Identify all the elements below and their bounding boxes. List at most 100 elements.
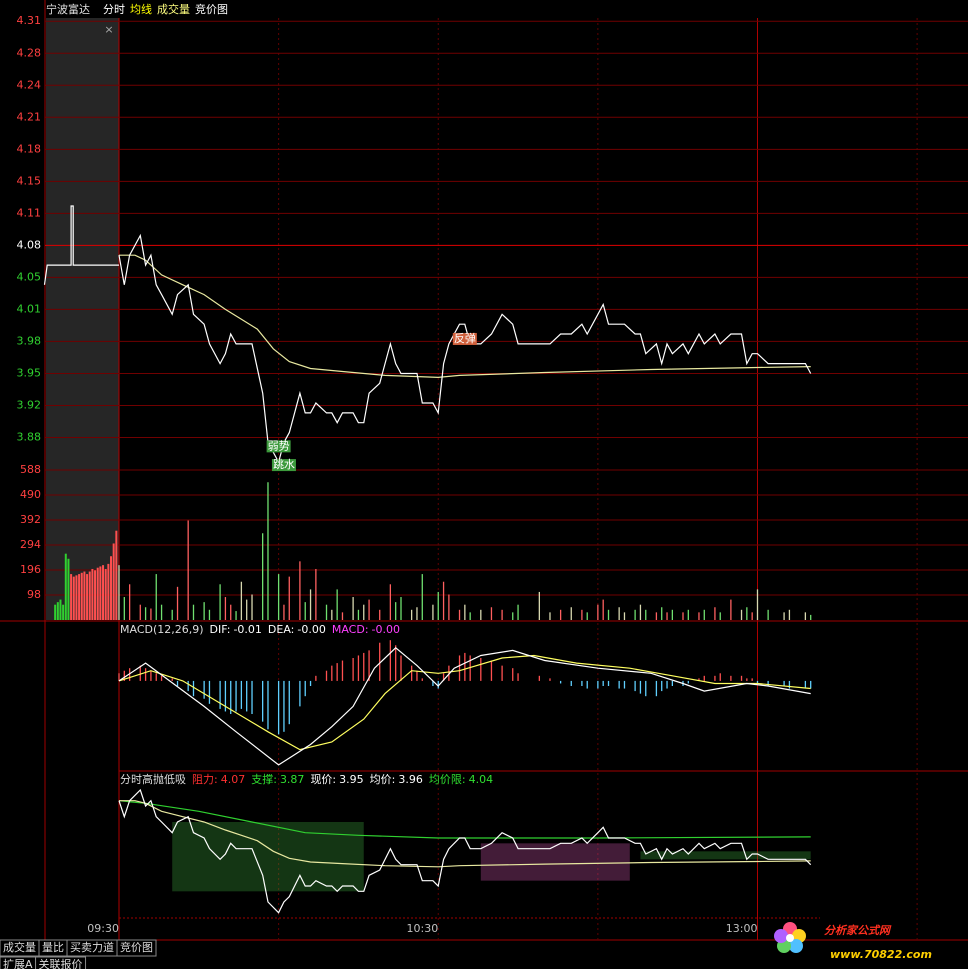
- watermark-url: www.70822.com: [830, 948, 932, 961]
- readout-value: 4.07: [221, 773, 246, 786]
- readout-label: DEA:: [268, 623, 294, 636]
- tab-box: [116, 939, 157, 957]
- tab-label: 竞价图: [120, 940, 153, 954]
- close-icon[interactable]: ×: [104, 23, 113, 36]
- tab-label: 关联报价: [39, 957, 83, 969]
- header-tab[interactable]: 成交量: [157, 2, 190, 16]
- auction-volume-bar: [56, 602, 59, 620]
- tab[interactable]: 关联报价: [35, 956, 87, 969]
- readout-value: -0.00: [297, 623, 325, 636]
- price-line: [118, 233, 812, 464]
- signal-title: 分时高抛低吸: [120, 772, 186, 786]
- signal-price-line: [118, 788, 812, 914]
- y-tick-label: 4.21: [17, 110, 42, 123]
- auction-area: [46, 18, 119, 620]
- tab-label: 量比: [42, 941, 64, 954]
- readout-label: DIF:: [210, 623, 231, 636]
- logo-center: [786, 934, 794, 942]
- header-tab[interactable]: 竞价图: [195, 2, 228, 16]
- auction-volume-bar: [80, 572, 83, 620]
- signal-zone: [172, 822, 364, 892]
- dea-line: [118, 654, 811, 751]
- y-tick-label: 3.98: [17, 334, 42, 347]
- x-tick-label: 09:30: [87, 922, 119, 935]
- x-tick-label: 13:00: [726, 922, 758, 935]
- annotation: 弱势: [268, 439, 290, 452]
- x-tick-label: 10:30: [407, 922, 439, 935]
- readout-label: 阻力:: [192, 773, 218, 786]
- tab[interactable]: 买卖力道: [66, 939, 118, 957]
- auction-volume-bar: [91, 568, 94, 620]
- limit-line: [118, 800, 811, 839]
- readout-label: 现价:: [310, 773, 336, 786]
- auction-volume-bar: [70, 574, 73, 620]
- dif-line: [118, 646, 811, 766]
- y-tick-label: 4.15: [17, 174, 42, 187]
- y-tick-label: 98: [27, 588, 41, 601]
- logo-petal: [774, 929, 788, 943]
- readout-label: MACD:: [332, 623, 369, 636]
- readout-value: -0.01: [233, 623, 261, 636]
- y-tick-label: 294: [20, 538, 41, 551]
- readout-label: 均价:: [370, 773, 396, 786]
- y-tick-label: 196: [20, 563, 41, 576]
- tab-label: 扩展A: [3, 957, 33, 969]
- tab[interactable]: 成交量: [0, 939, 40, 957]
- auction-volume-bar: [54, 604, 57, 620]
- tab-label: 买卖力道: [70, 940, 114, 954]
- tab-box: [35, 956, 87, 969]
- y-tick-label: 4.08: [17, 238, 42, 251]
- readout-label: 均价限:: [429, 773, 466, 786]
- y-tick-label: 4.11: [17, 206, 42, 219]
- auction-volume-bar: [94, 570, 97, 620]
- logo-petal: [789, 939, 803, 953]
- auction-volume-bar: [102, 565, 105, 620]
- auction-volume-bar: [115, 530, 118, 620]
- macd-title: MACD(12,26,9): [120, 623, 204, 636]
- y-tick-label: 4.05: [17, 270, 42, 283]
- auction-volume-bar: [72, 576, 75, 620]
- tab[interactable]: 竞价图: [116, 939, 157, 957]
- signal-zone: [640, 851, 811, 860]
- auction-line: [43, 205, 119, 285]
- auction-volume-bar: [59, 599, 62, 620]
- auction-volume-bar: [67, 558, 70, 620]
- readout-value: 4.04: [469, 773, 494, 786]
- tab[interactable]: 扩展A: [0, 956, 37, 969]
- header-tab[interactable]: 均线: [130, 2, 152, 16]
- auction-volume-bar: [62, 604, 65, 620]
- auction-volume-bar: [107, 563, 110, 620]
- signal-header: 分时高抛低吸 阻力: 4.07 支撑: 3.87 现价: 3.95 均价: 3.96 均价限: 4.…: [120, 772, 493, 786]
- y-tick-label: 4.01: [17, 302, 42, 315]
- auction-volume-bar: [104, 568, 107, 620]
- readout-value: 3.95: [339, 773, 364, 786]
- auction-volume-bar: [99, 566, 102, 620]
- annotation-box: [266, 440, 291, 453]
- readout-label: 支撑:: [251, 772, 277, 786]
- y-tick-label: 490: [20, 488, 41, 501]
- annotation: 反弹: [454, 331, 476, 345]
- auction-volume-bar: [64, 553, 67, 620]
- readout-value: -0.00: [372, 623, 400, 636]
- y-tick-label: 4.18: [17, 142, 42, 155]
- auction-volume-bar: [110, 556, 113, 620]
- tab[interactable]: 量比: [38, 939, 68, 957]
- annotation-box: [271, 459, 296, 472]
- y-tick-label: 3.88: [17, 430, 42, 443]
- tab-label: 成交量: [3, 940, 36, 954]
- header-tab[interactable]: 分时: [103, 3, 125, 16]
- y-tick-label: 392: [20, 513, 41, 526]
- auction-volume-bar: [88, 571, 91, 620]
- auction-volume-bar: [83, 571, 86, 620]
- y-tick-label: 4.31: [17, 14, 42, 27]
- signal-zone: [480, 843, 630, 881]
- y-tick-label: 588: [20, 463, 41, 476]
- average-line: [119, 254, 811, 379]
- annotation: 跳水: [273, 457, 295, 471]
- readout-value: 3.87: [280, 773, 305, 786]
- y-tick-label: 3.95: [17, 366, 42, 379]
